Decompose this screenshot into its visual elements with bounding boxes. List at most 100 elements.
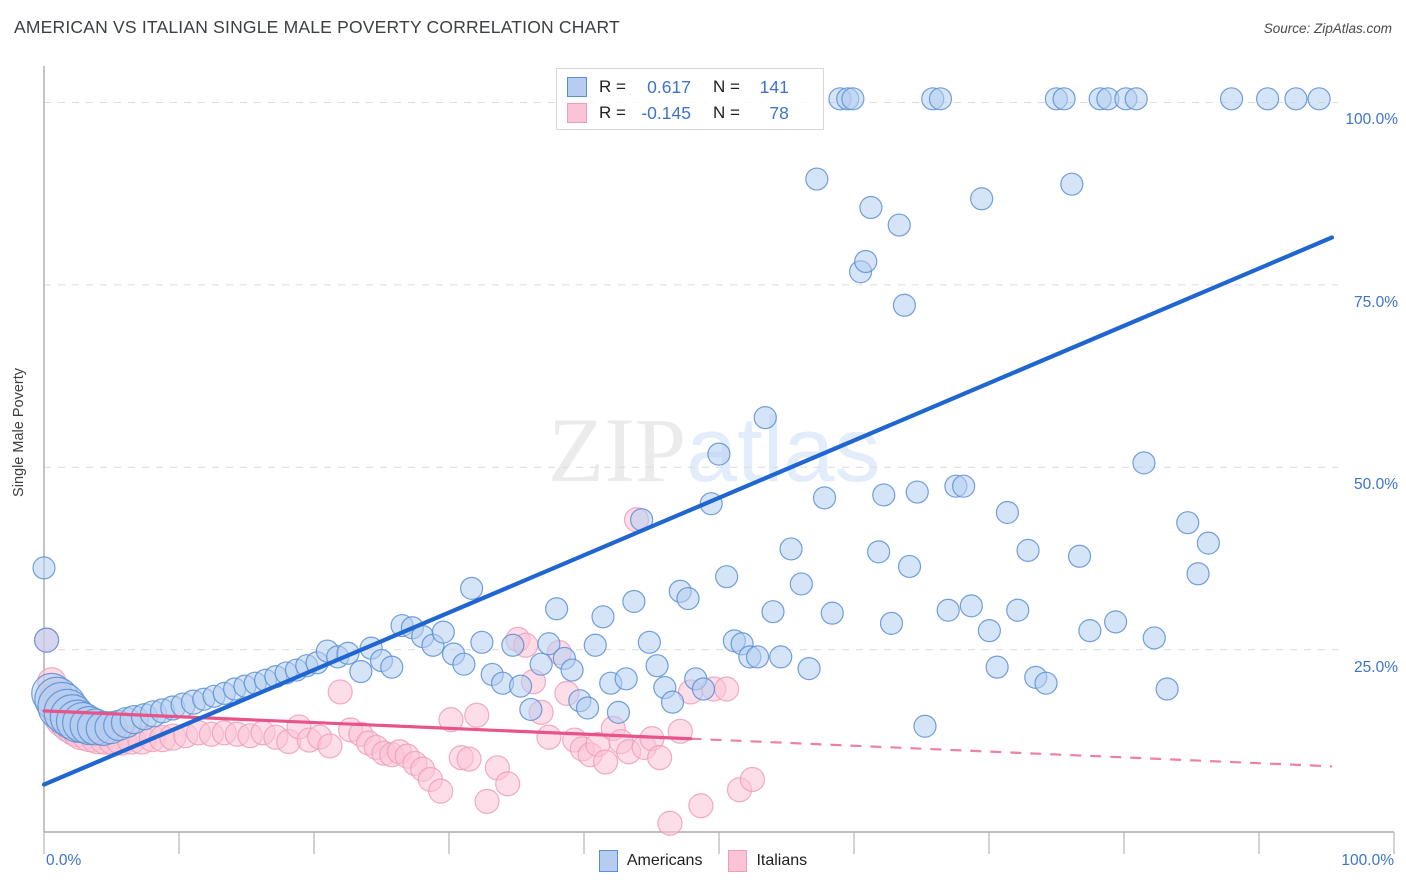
data-point (1114, 87, 1138, 111)
data-point (529, 652, 553, 676)
data-point (828, 87, 852, 111)
data-point (286, 714, 312, 740)
data-point (575, 696, 600, 720)
data-point (149, 698, 176, 724)
data-point (159, 723, 187, 751)
legend-swatch-italians-icon (728, 850, 748, 872)
data-point (284, 658, 309, 682)
data-point (305, 651, 329, 675)
data-point (1096, 87, 1120, 111)
data-point (380, 655, 404, 679)
data-point (233, 674, 257, 698)
data-point (1186, 562, 1210, 586)
data-point (892, 293, 916, 317)
data-point (879, 611, 904, 635)
correlation-stats-box: R = 0.617 N = 141 R = -0.145 N = 78 (556, 68, 824, 130)
data-point (276, 728, 302, 755)
data-point (410, 756, 436, 782)
data-point (797, 656, 821, 681)
data-point (349, 659, 373, 684)
data-point (76, 708, 115, 746)
data-point (127, 725, 157, 755)
data-point (921, 87, 945, 111)
data-point (62, 701, 104, 744)
trend-line-americans (41, 235, 1335, 787)
data-point (105, 724, 137, 756)
data-point (315, 639, 339, 663)
data-point (390, 613, 414, 638)
data-point (779, 537, 803, 561)
data-point (1176, 511, 1200, 535)
data-point (33, 627, 60, 653)
data-point (848, 260, 873, 284)
data-point (49, 694, 95, 740)
data-point (55, 699, 100, 743)
data-point (528, 699, 554, 725)
data-point (448, 744, 474, 771)
data-point (237, 723, 263, 749)
data-point (34, 676, 80, 722)
data-point (569, 736, 595, 762)
legend-item-americans[interactable]: Americans (598, 850, 702, 872)
data-point (554, 680, 580, 706)
legend-label-italians: Italians (756, 852, 808, 869)
data-point (400, 616, 424, 640)
data-point (69, 705, 109, 746)
data-point (952, 474, 976, 498)
data-point (369, 648, 394, 673)
watermark: ZIPatlas (548, 404, 880, 496)
data-point (402, 750, 428, 777)
data-point (722, 629, 746, 653)
data-point (438, 707, 464, 733)
data-point (653, 675, 677, 700)
data-point (119, 705, 149, 735)
stats-r-label-americans: R = (599, 77, 626, 96)
data-point (202, 684, 226, 708)
data-point (460, 576, 484, 600)
data-point (691, 677, 716, 701)
data-point (243, 671, 267, 695)
data-point (355, 730, 382, 756)
data-point (585, 731, 611, 758)
data-point (1219, 87, 1244, 111)
data-point (1067, 544, 1092, 568)
data-point (480, 662, 504, 687)
data-point (224, 721, 250, 747)
stats-r-label-italians: R = (599, 103, 626, 122)
data-point (116, 725, 147, 755)
data-point (110, 706, 143, 739)
data-point (70, 713, 110, 753)
data-point (745, 645, 770, 669)
data-point (253, 668, 278, 692)
data-point (223, 677, 247, 701)
data-point (739, 766, 766, 793)
data-point (668, 579, 692, 603)
data-point (639, 726, 665, 752)
data-point (96, 722, 131, 756)
stats-row-americans: R = 0.617 N = 141 (567, 74, 789, 100)
data-point (160, 695, 186, 721)
data-point (250, 720, 276, 746)
data-point (411, 624, 435, 649)
data-point (441, 642, 466, 666)
data-point (501, 633, 525, 657)
legend-item-italians[interactable]: Italians (728, 850, 807, 872)
data-point (897, 554, 922, 579)
data-point (363, 734, 389, 760)
data-point (33, 627, 60, 653)
stats-n-value-americans: 141 (759, 76, 789, 97)
data-point (55, 703, 100, 748)
data-point (905, 480, 929, 504)
data-point (130, 703, 159, 731)
trend-line-italians (42, 709, 693, 741)
data-point (185, 720, 212, 746)
data-point (977, 619, 1001, 643)
data-point (1006, 598, 1030, 622)
stats-r-value-americans: 0.617 (647, 76, 691, 97)
x-axis-tick-label-max: 100.0% (1341, 852, 1394, 869)
trend-lines (41, 235, 1335, 787)
data-point (545, 597, 569, 621)
data-point (536, 724, 562, 750)
data-point (417, 766, 443, 793)
stats-r-value-italians: -0.145 (641, 102, 691, 123)
